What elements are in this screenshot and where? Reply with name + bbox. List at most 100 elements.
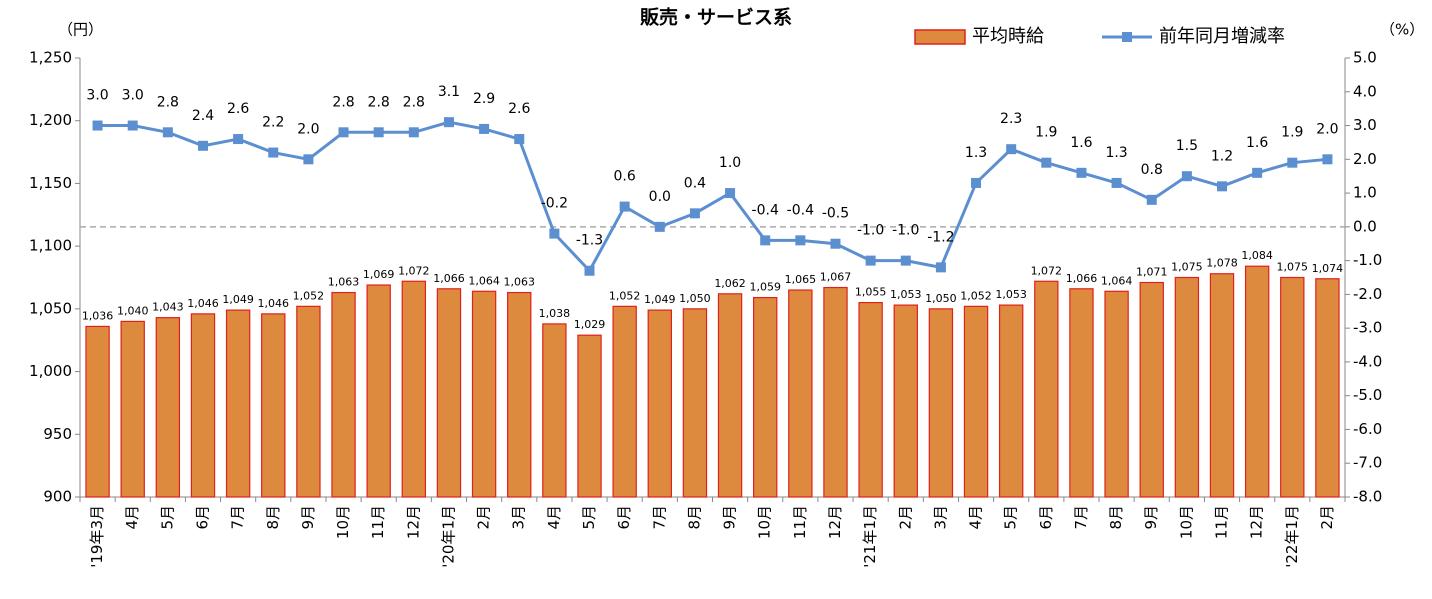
bar-value-label: 1,046 [258, 297, 290, 310]
bar-value-label: 1,052 [960, 289, 992, 302]
line-value-label: 2.0 [297, 121, 319, 137]
bar-value-label: 1,053 [890, 288, 922, 301]
bar-value-label: 1,063 [328, 276, 360, 289]
line-value-label: 2.3 [1000, 111, 1022, 127]
bar [1174, 276, 1200, 498]
x-tick-label: 2月 [1318, 505, 1336, 530]
line-value-label: 0.8 [1141, 162, 1163, 178]
y2-tick-label: 2.0 [1353, 150, 1377, 168]
line-marker [479, 123, 490, 134]
line-marker [514, 134, 525, 145]
bar-value-label: 1,064 [468, 274, 500, 287]
x-tick-label: '22年1月 [1283, 505, 1301, 568]
bar [120, 320, 145, 498]
bar-value-label: 1,075 [1277, 261, 1309, 274]
bar [753, 296, 778, 498]
x-tick-label: 12月 [1248, 505, 1266, 539]
y2-tick-label: 3.0 [1353, 116, 1377, 134]
line-value-label: -1.3 [576, 233, 603, 249]
x-tick-label: 5月 [158, 505, 176, 530]
bar-value-label: 1,078 [1206, 257, 1238, 270]
y2-tick-label: -7.0 [1353, 454, 1382, 472]
bar-value-label: 1,064 [1101, 274, 1133, 287]
x-tick-label: 5月 [580, 505, 598, 530]
line-marker [795, 235, 806, 246]
bar-value-label: 1,063 [503, 276, 535, 289]
x-tick-label: 9月 [721, 505, 739, 530]
line-marker [1146, 194, 1157, 205]
bar [331, 291, 356, 498]
line-marker [971, 177, 982, 188]
bar [1139, 281, 1164, 498]
line-marker [549, 228, 560, 239]
x-tick-label: 8月 [685, 505, 703, 530]
line [97, 120, 1328, 274]
line-marker [1111, 177, 1122, 188]
x-tick-label: '21年1月 [861, 505, 879, 568]
bar [928, 308, 954, 498]
x-tick-label: 11月 [1213, 505, 1231, 539]
line-value-label: 1.6 [1246, 135, 1268, 151]
y-tick-label: 1,000 [29, 362, 72, 380]
line-value-label: 1.6 [1070, 135, 1092, 151]
line-marker [233, 134, 244, 145]
bar [998, 304, 1024, 498]
bar [893, 304, 918, 498]
line-marker [1322, 154, 1333, 165]
legend-label: 前年同月増減率 [1159, 26, 1285, 47]
line-marker [689, 208, 700, 219]
line-value-label: -1.2 [927, 229, 954, 245]
line-value-label: 3.0 [122, 88, 144, 104]
line-value-label: 1.0 [719, 155, 741, 171]
y2-tick-label: 4.0 [1353, 82, 1377, 100]
x-tick-label: '19年3月 [88, 505, 106, 568]
bar-value-label: 1,071 [1136, 266, 1168, 279]
bar [542, 323, 567, 498]
line-value-label: 2.8 [157, 94, 179, 110]
bar-value-label: 1,038 [539, 307, 571, 320]
line-marker [1181, 171, 1192, 182]
bar-value-label: 1,053 [995, 288, 1027, 301]
bar [261, 313, 286, 498]
x-tick-label: 10月 [756, 505, 774, 539]
legend-swatch [1122, 32, 1132, 42]
y-tick-label: 1,200 [29, 111, 72, 129]
y-tick-label: 1,150 [29, 174, 72, 192]
line-value-label: 2.0 [1316, 121, 1338, 137]
y2-tick-label: -3.0 [1353, 319, 1382, 337]
line-marker [760, 235, 771, 246]
line-marker [830, 238, 841, 249]
x-tick-label: 8月 [264, 505, 282, 530]
bar-value-label: 1,067 [820, 271, 852, 284]
line-value-label: 1.3 [965, 145, 987, 161]
bar-value-label: 1,075 [1171, 261, 1203, 274]
y-tick-label: 1,050 [29, 299, 72, 317]
line-value-label: -0.5 [822, 206, 849, 222]
bar-value-label: 1,062 [714, 277, 746, 290]
bar [612, 305, 637, 498]
x-tick-label: 9月 [1142, 505, 1160, 530]
line-value-label: -0.4 [787, 202, 814, 218]
bar [682, 308, 708, 498]
y2-tick-label: 1.0 [1353, 184, 1377, 202]
y2-tick-label: -6.0 [1353, 420, 1382, 438]
line-value-label: 1.9 [1281, 125, 1303, 141]
line-marker [92, 120, 103, 131]
bar-value-label: 1,052 [609, 289, 641, 302]
y2-tick-label: 0.0 [1353, 217, 1377, 235]
bar [647, 309, 672, 498]
line-marker [443, 117, 454, 128]
bar-value-label: 1,072 [1031, 264, 1063, 277]
y2-tick-label: -2.0 [1353, 285, 1382, 303]
bar [1244, 265, 1270, 498]
line-value-label: 3.0 [86, 88, 108, 104]
line-marker [197, 140, 208, 151]
x-tick-label: 4月 [123, 505, 141, 530]
x-tick-label: '20年1月 [439, 505, 457, 568]
bar [401, 280, 427, 498]
bar [507, 291, 532, 498]
bar-value-label: 1,055 [855, 286, 887, 299]
line-marker [619, 201, 630, 212]
bar-value-label: 1,052 [293, 289, 325, 302]
